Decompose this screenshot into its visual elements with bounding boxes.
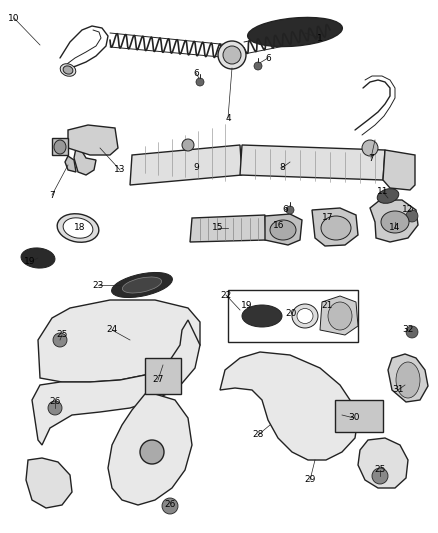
Text: 12: 12 — [401, 206, 413, 214]
Ellipse shape — [247, 18, 342, 46]
Text: 27: 27 — [152, 376, 163, 384]
Circle shape — [195, 78, 204, 86]
Polygon shape — [52, 138, 68, 155]
Text: 20: 20 — [285, 309, 296, 318]
Bar — [334, 400, 382, 432]
Ellipse shape — [395, 362, 419, 398]
Bar — [145, 358, 180, 394]
Ellipse shape — [122, 277, 161, 293]
Text: 32: 32 — [401, 326, 413, 335]
Polygon shape — [38, 300, 200, 382]
Polygon shape — [265, 214, 301, 245]
Circle shape — [223, 46, 240, 64]
Text: 16: 16 — [272, 221, 284, 230]
Text: 19: 19 — [24, 257, 35, 266]
Text: 22: 22 — [220, 290, 231, 300]
Polygon shape — [357, 438, 407, 488]
Text: 6: 6 — [265, 53, 270, 62]
Ellipse shape — [111, 272, 172, 297]
Circle shape — [371, 468, 387, 484]
Text: 6: 6 — [193, 69, 198, 77]
Polygon shape — [382, 150, 414, 190]
Circle shape — [361, 140, 377, 156]
Circle shape — [218, 41, 245, 69]
Text: 24: 24 — [106, 326, 117, 335]
Ellipse shape — [60, 64, 76, 76]
Text: 7: 7 — [367, 154, 373, 163]
Text: 14: 14 — [389, 223, 400, 232]
Text: 30: 30 — [347, 414, 359, 423]
Polygon shape — [369, 200, 417, 242]
Text: 11: 11 — [376, 188, 388, 197]
Circle shape — [405, 326, 417, 338]
Text: 25: 25 — [56, 330, 67, 340]
Circle shape — [53, 333, 67, 347]
Polygon shape — [74, 148, 96, 175]
Ellipse shape — [57, 214, 99, 243]
Polygon shape — [32, 320, 200, 445]
Circle shape — [162, 498, 177, 514]
Polygon shape — [108, 394, 191, 505]
Bar — [227, 290, 357, 342]
Polygon shape — [219, 352, 357, 460]
Ellipse shape — [297, 309, 312, 324]
Circle shape — [182, 139, 194, 151]
Polygon shape — [190, 215, 265, 242]
Text: 31: 31 — [392, 385, 403, 394]
Polygon shape — [68, 125, 118, 155]
Text: 25: 25 — [374, 465, 385, 474]
Text: 6: 6 — [282, 206, 287, 214]
Ellipse shape — [376, 189, 398, 203]
Text: 1: 1 — [316, 34, 322, 43]
Circle shape — [254, 62, 261, 70]
Polygon shape — [311, 208, 357, 246]
Ellipse shape — [63, 66, 73, 74]
Text: 29: 29 — [304, 475, 315, 484]
Ellipse shape — [63, 218, 93, 238]
Text: 4: 4 — [225, 114, 230, 123]
Text: 10: 10 — [8, 13, 20, 22]
Ellipse shape — [327, 302, 351, 330]
Text: 23: 23 — [92, 280, 103, 289]
Text: 26: 26 — [164, 500, 175, 510]
Text: 26: 26 — [49, 398, 60, 407]
Text: 7: 7 — [49, 190, 55, 199]
Polygon shape — [319, 296, 357, 335]
Text: 28: 28 — [252, 431, 263, 440]
Polygon shape — [65, 156, 76, 172]
Text: 9: 9 — [193, 164, 198, 173]
Polygon shape — [26, 458, 72, 508]
Circle shape — [405, 210, 417, 222]
Ellipse shape — [380, 211, 408, 233]
Ellipse shape — [54, 140, 66, 154]
Circle shape — [285, 206, 293, 214]
Polygon shape — [130, 145, 241, 185]
Text: 8: 8 — [279, 164, 284, 173]
Circle shape — [48, 401, 62, 415]
Circle shape — [140, 440, 164, 464]
Text: 21: 21 — [321, 301, 332, 310]
Ellipse shape — [269, 220, 295, 240]
Text: 19: 19 — [241, 301, 252, 310]
Ellipse shape — [320, 216, 350, 240]
Ellipse shape — [291, 304, 317, 328]
Text: 18: 18 — [74, 223, 85, 232]
Text: 13: 13 — [114, 166, 125, 174]
Polygon shape — [387, 354, 427, 402]
Text: 15: 15 — [212, 223, 223, 232]
Ellipse shape — [21, 248, 55, 268]
Ellipse shape — [241, 305, 281, 327]
Polygon shape — [240, 145, 384, 180]
Text: 17: 17 — [321, 214, 333, 222]
